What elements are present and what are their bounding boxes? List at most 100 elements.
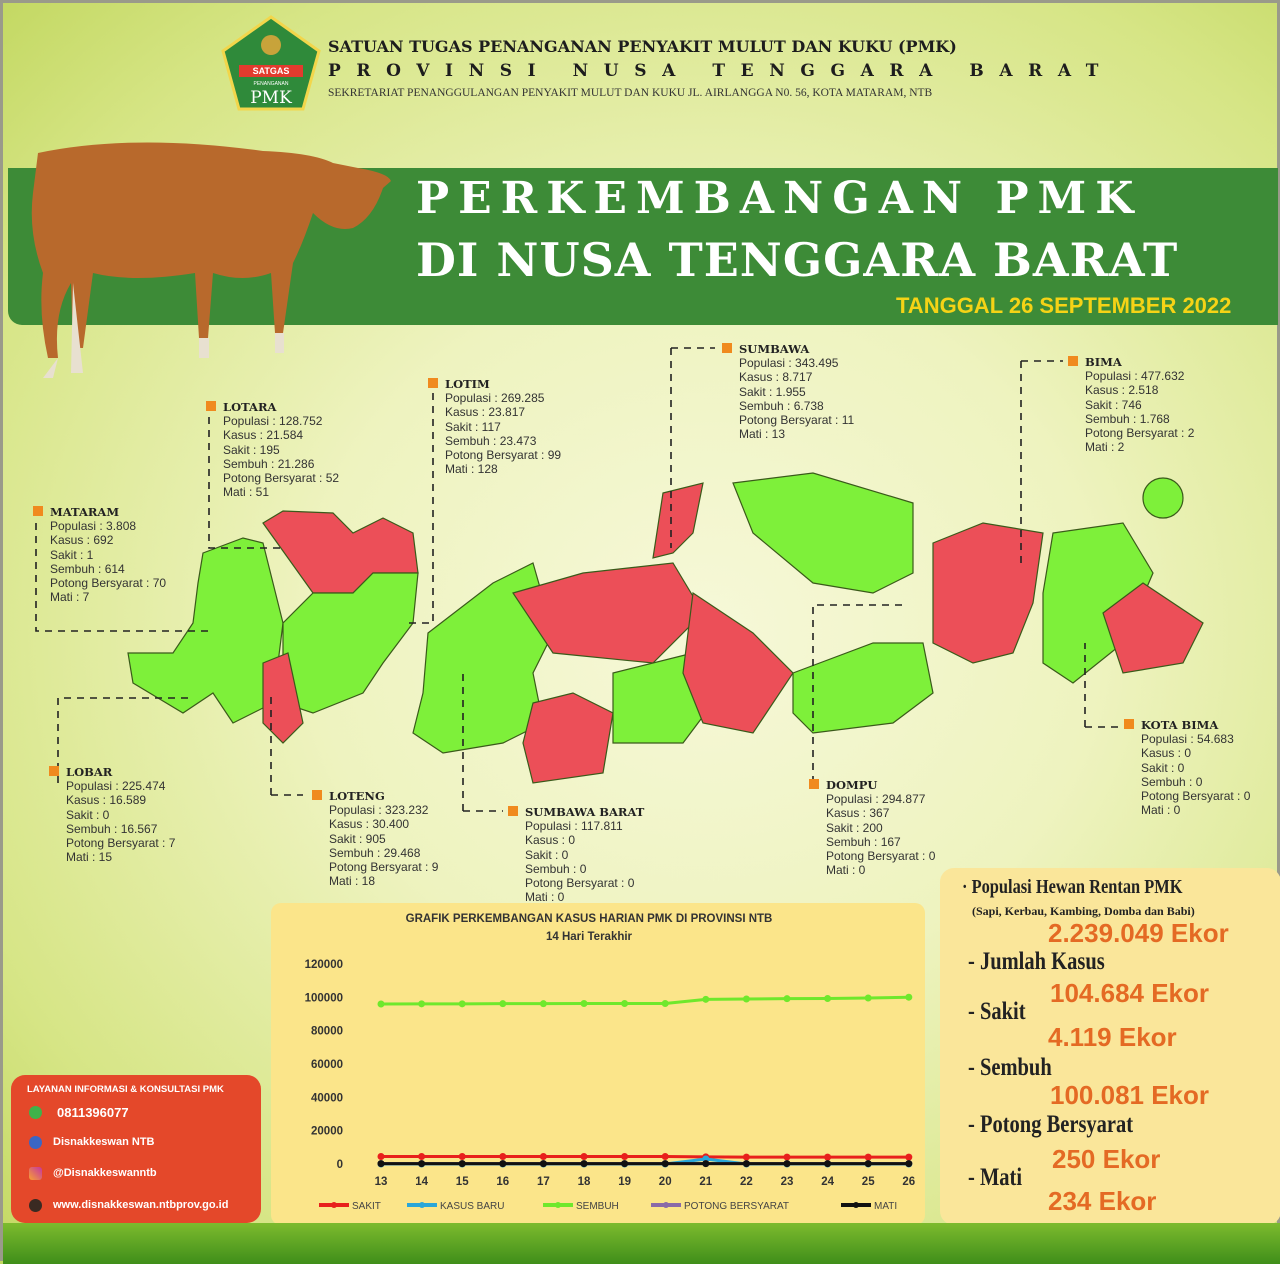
region-stat: Kasus : 16.589 xyxy=(66,793,175,807)
region-stat: Sakit : 117 xyxy=(445,420,561,434)
region-marker xyxy=(206,401,216,411)
y-tick-label: 0 xyxy=(337,1159,343,1171)
cow-illustration xyxy=(13,133,403,388)
region-stat: Sembuh : 167 xyxy=(826,835,935,849)
data-point-sembuh xyxy=(499,1000,506,1007)
daily-cases-line-chart: GRAFIK PERKEMBANGAN KASUS HARIAN PMK DI … xyxy=(271,903,925,1225)
region-stat: Sembuh : 23.473 xyxy=(445,434,561,448)
region-stat: Populasi : 343.495 xyxy=(739,356,854,370)
region-stat: Kasus : 23.817 xyxy=(445,405,561,419)
region-stat: Kasus : 21.584 xyxy=(223,428,339,442)
data-point-mati xyxy=(824,1160,831,1167)
region-marker xyxy=(1068,356,1078,366)
x-tick-label: 22 xyxy=(740,1176,753,1188)
map-sanggar xyxy=(733,473,913,593)
region-stat: Mati : 7 xyxy=(50,590,166,604)
data-point-sakit xyxy=(662,1153,669,1160)
region-stat: Populasi : 3.808 xyxy=(50,519,166,533)
data-point-sakit xyxy=(824,1154,831,1161)
legend-marker xyxy=(663,1202,669,1208)
x-tick-label: 19 xyxy=(618,1176,631,1188)
region-stat: Sembuh : 614 xyxy=(50,562,166,576)
region-stat: Sakit : 0 xyxy=(525,848,644,862)
data-point-mati xyxy=(459,1160,466,1167)
globe-icon xyxy=(29,1199,42,1212)
region-stat: Mati : 0 xyxy=(826,863,935,877)
banner-date: TANGGAL 26 SEPTEMBER 2022 xyxy=(896,293,1231,319)
region-stat: Sembuh : 0 xyxy=(1141,775,1250,789)
grass-decoration xyxy=(3,1223,1280,1264)
region-stat: Sakit : 1 xyxy=(50,548,166,562)
data-point-sembuh xyxy=(702,996,709,1003)
region-name: SUMBAWA xyxy=(739,342,854,356)
contact-facebook[interactable]: Disnakkeswan NTB xyxy=(53,1136,154,1148)
region-marker xyxy=(1124,719,1134,729)
map-moyo-island xyxy=(653,483,703,558)
contact-website[interactable]: www.disnakkeswan.ntbprov.go.id xyxy=(53,1199,228,1211)
data-point-sakit xyxy=(581,1153,588,1160)
region-stat: Potong Bersyarat : 70 xyxy=(50,576,166,590)
region-stat: Kasus : 0 xyxy=(1141,746,1250,760)
data-point-mati xyxy=(743,1160,750,1167)
x-tick-label: 17 xyxy=(537,1176,550,1188)
map-lombok-east xyxy=(283,573,418,713)
region-stat: Kasus : 692 xyxy=(50,533,166,547)
region-stat: Populasi : 323.232 xyxy=(329,803,438,817)
region-stat: Sakit : 746 xyxy=(1085,398,1194,412)
phone-icon xyxy=(29,1106,42,1119)
data-point-sembuh xyxy=(865,995,872,1002)
data-point-sakit xyxy=(784,1154,791,1161)
facebook-icon xyxy=(29,1136,42,1149)
summary-panel: · Populasi Hewan Rentan PMK (Sapi, Kerba… xyxy=(940,868,1280,1225)
x-tick-label: 26 xyxy=(902,1176,915,1188)
region-marker xyxy=(428,378,438,388)
contact-instagram[interactable]: @Disnakkeswanntb xyxy=(53,1167,157,1179)
region-stat: Mati : 128 xyxy=(445,462,561,476)
summary-label-potong: - Potong Bersyarat xyxy=(968,1111,1133,1139)
summary-label-kasus: - Jumlah Kasus xyxy=(968,948,1105,976)
region-stat: Sakit : 1.955 xyxy=(739,385,854,399)
data-point-sakit xyxy=(540,1153,547,1160)
y-tick-label: 80000 xyxy=(311,1026,343,1038)
banner-title-line2: DI NUSA TENGGARA BARAT xyxy=(416,233,1178,287)
region-stat: Potong Bersyarat : 52 xyxy=(223,471,339,485)
data-point-sakit xyxy=(743,1154,750,1161)
region-stat: Potong Bersyarat : 9 xyxy=(329,860,438,874)
region-stat: Sakit : 200 xyxy=(826,821,935,835)
data-point-sembuh xyxy=(824,995,831,1002)
x-tick-label: 21 xyxy=(699,1176,712,1188)
y-tick-label: 100000 xyxy=(305,992,343,1004)
region-stat: Kasus : 0 xyxy=(525,833,644,847)
y-tick-label: 60000 xyxy=(311,1059,343,1071)
region-name: KOTA BIMA xyxy=(1141,718,1250,732)
banner-title-line1: PERKEMBANGAN PMK xyxy=(416,173,1143,224)
summary-value-potong: 250 Ekor xyxy=(1052,1144,1160,1175)
region-name: SUMBAWA BARAT xyxy=(525,805,644,819)
region-stat: Kasus : 2.518 xyxy=(1085,383,1194,397)
data-point-mati xyxy=(540,1160,547,1167)
logo-text-top: SATGAS xyxy=(253,66,290,76)
x-tick-label: 25 xyxy=(862,1176,875,1188)
summary-label-mati: - Mati xyxy=(968,1164,1022,1192)
region-stat: Potong Bersyarat : 0 xyxy=(1141,789,1250,803)
data-point-mati xyxy=(418,1160,425,1167)
region-stat: Sembuh : 0 xyxy=(525,862,644,876)
region-stat: Mati : 2 xyxy=(1085,440,1194,454)
region-stat: Sembuh : 6.738 xyxy=(739,399,854,413)
data-point-mati xyxy=(621,1160,628,1167)
header-address: SEKRETARIAT PENANGGULANGAN PENYAKIT MULU… xyxy=(328,87,932,99)
chart-subtitle: 14 Hari Terakhir xyxy=(546,931,633,943)
legend-label: SAKIT xyxy=(352,1201,381,1212)
region-stat: Potong Bersyarat : 0 xyxy=(525,876,644,890)
region-stat: Mati : 18 xyxy=(329,874,438,888)
legend-label: KASUS BARU xyxy=(440,1201,504,1212)
contact-phone[interactable]: 0811396077 xyxy=(57,1105,129,1120)
region-name: BIMA xyxy=(1085,355,1194,369)
region-name: LOTENG xyxy=(329,789,438,803)
contact-box: LAYANAN INFORMASI & KONSULTASI PMK 08113… xyxy=(11,1075,261,1223)
legend-label: MATI xyxy=(874,1201,897,1212)
